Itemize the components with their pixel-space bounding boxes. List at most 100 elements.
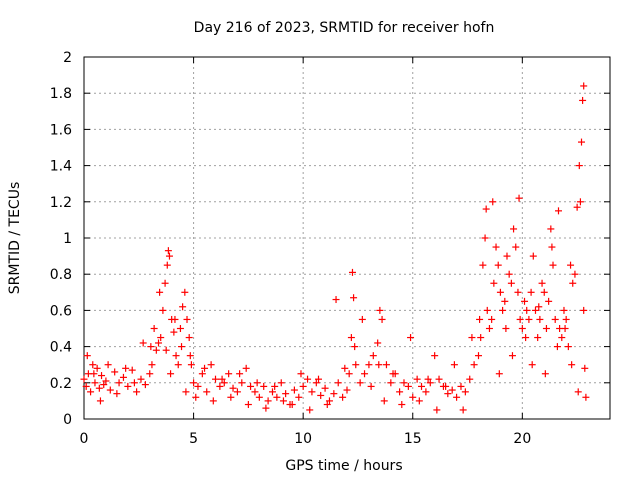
data-point xyxy=(321,384,329,392)
data-point xyxy=(315,375,323,383)
data-point xyxy=(181,288,189,296)
data-point xyxy=(578,138,586,146)
data-point xyxy=(183,315,191,323)
data-point xyxy=(102,377,110,385)
data-point xyxy=(574,388,582,396)
x-tick-label: 10 xyxy=(294,431,312,447)
data-point xyxy=(481,234,489,242)
data-point xyxy=(312,379,320,387)
data-point xyxy=(568,361,576,369)
data-point xyxy=(201,364,209,372)
data-point xyxy=(233,388,241,396)
data-point xyxy=(453,393,461,401)
data-point xyxy=(164,247,172,255)
data-point xyxy=(139,339,147,347)
data-point xyxy=(576,198,584,206)
data-point xyxy=(295,393,303,401)
data-point xyxy=(185,334,193,342)
data-point xyxy=(450,361,458,369)
data-point xyxy=(515,194,523,202)
data-point xyxy=(551,315,559,323)
data-point xyxy=(516,315,524,323)
y-tick-label: 1.4 xyxy=(50,159,72,175)
data-point xyxy=(119,373,127,381)
data-point xyxy=(90,370,98,378)
data-point xyxy=(192,393,200,401)
data-point xyxy=(178,343,186,351)
data-point xyxy=(115,379,123,387)
data-point xyxy=(540,288,548,296)
data-point xyxy=(418,382,426,390)
data-point xyxy=(554,207,562,215)
data-point xyxy=(508,352,516,360)
data-point xyxy=(162,346,170,354)
data-point xyxy=(147,343,155,351)
data-point xyxy=(581,364,589,372)
data-point xyxy=(343,386,351,394)
data-point xyxy=(113,390,121,398)
data-point xyxy=(424,375,432,383)
data-point xyxy=(194,382,202,390)
data-point xyxy=(567,261,575,269)
data-point xyxy=(89,361,97,369)
y-tick-label: 1.6 xyxy=(50,122,72,138)
data-point xyxy=(155,339,163,347)
data-point xyxy=(531,306,539,314)
data-point xyxy=(505,270,513,278)
data-point xyxy=(150,325,158,332)
y-tick-label: 0.6 xyxy=(50,303,72,319)
data-point xyxy=(400,379,408,387)
data-point xyxy=(146,370,154,378)
data-point xyxy=(262,404,270,412)
data-point xyxy=(468,334,476,342)
data-point xyxy=(341,364,349,372)
data-point xyxy=(475,352,482,360)
data-point xyxy=(398,401,406,409)
data-point xyxy=(560,306,568,314)
data-point xyxy=(580,306,588,314)
data-point xyxy=(277,379,285,387)
data-point xyxy=(236,370,244,378)
data-point xyxy=(523,306,531,314)
data-point xyxy=(264,397,272,405)
y-tick-label: 1.2 xyxy=(50,195,72,211)
data-point xyxy=(522,334,530,342)
data-point xyxy=(496,288,504,296)
data-point xyxy=(470,361,478,369)
data-point xyxy=(442,382,450,390)
data-point xyxy=(209,397,217,405)
data-point xyxy=(444,390,452,398)
data-point xyxy=(404,382,412,390)
data-point xyxy=(282,390,290,398)
data-point xyxy=(358,315,366,323)
data-point xyxy=(380,397,388,405)
data-point xyxy=(502,325,510,332)
data-point xyxy=(260,382,268,390)
data-point xyxy=(365,361,373,369)
data-point xyxy=(536,315,544,323)
data-point xyxy=(375,361,383,369)
data-point xyxy=(510,225,518,233)
data-point xyxy=(541,370,549,378)
data-point xyxy=(350,294,358,302)
data-point xyxy=(330,390,338,398)
x-tick-label: 5 xyxy=(189,431,198,447)
data-point xyxy=(279,397,287,405)
data-point xyxy=(369,352,377,360)
data-point xyxy=(548,243,556,251)
data-point xyxy=(561,325,569,332)
data-point xyxy=(122,364,130,372)
data-point xyxy=(347,334,355,342)
data-point xyxy=(461,388,469,396)
data-point xyxy=(137,375,145,383)
data-point xyxy=(580,82,588,90)
data-point xyxy=(476,315,484,323)
x-tick-label: 15 xyxy=(404,431,422,447)
y-tick-label: 0.2 xyxy=(50,376,72,392)
grid xyxy=(84,57,610,419)
data-point xyxy=(290,386,298,394)
data-point xyxy=(141,381,149,389)
data-point xyxy=(435,375,443,383)
data-point xyxy=(271,382,279,390)
